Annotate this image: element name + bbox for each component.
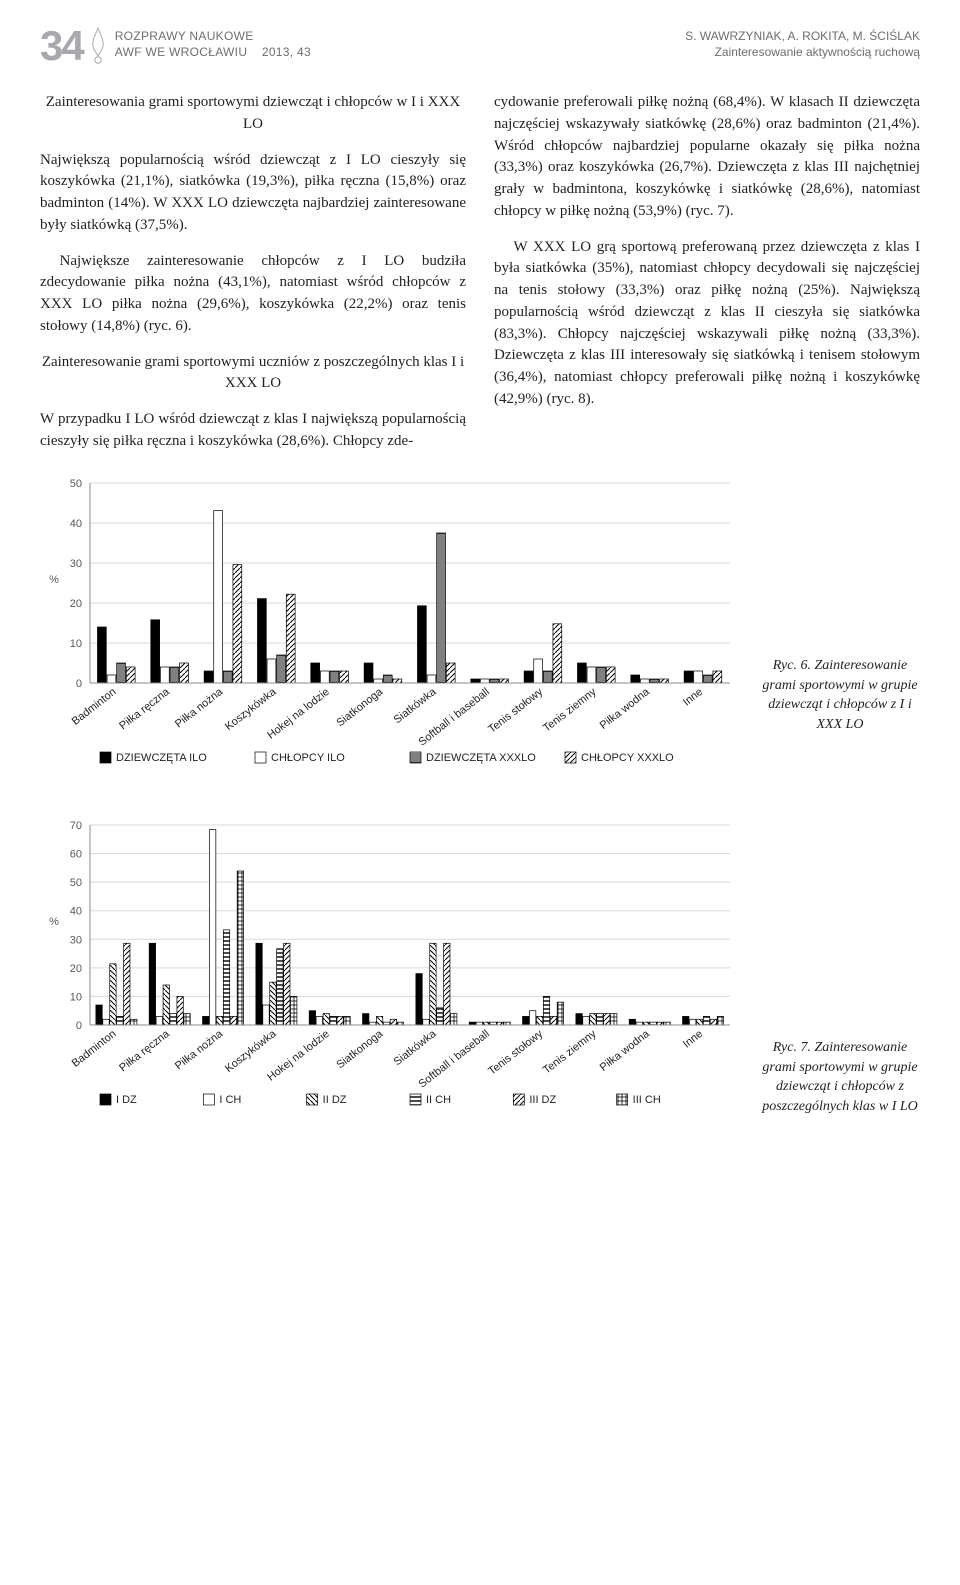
svg-text:20: 20 (70, 598, 82, 610)
column-left: Zainteresowania grami sportowymi dziewcz… (40, 92, 466, 453)
page-root: 34 ROZPRAWY NAUKOWE AWF WE WROCŁAWIU 201… (0, 0, 960, 1167)
svg-text:Piłka nożna: Piłka nożna (173, 1027, 226, 1072)
figure-7-chart: 010203040506070%BadmintonPiłka ręcznaPił… (40, 815, 740, 1137)
svg-text:Inne: Inne (681, 1027, 705, 1050)
svg-text:Siatkówka: Siatkówka (392, 1027, 440, 1068)
svg-text:Siatkonoga: Siatkonoga (334, 1027, 385, 1071)
journal-issue: AWF WE WROCŁAWIU 2013, 43 (115, 44, 311, 60)
svg-text:40: 40 (70, 518, 82, 530)
figure-7-row: 010203040506070%BadmintonPiłka ręcznaPił… (40, 815, 920, 1137)
svg-text:60: 60 (70, 848, 82, 860)
paragraph-5: W XXX LO grą sportową preferowaną przez … (494, 237, 920, 411)
paragraph-2: Największe zainteresowanie chłopców z I … (40, 251, 466, 338)
text-columns: Zainteresowania grami sportowymi dziewcz… (40, 92, 920, 453)
journal-title: ROZPRAWY NAUKOWE (115, 28, 311, 44)
svg-text:Badminton: Badminton (70, 685, 119, 727)
svg-text:Piłka ręczna: Piłka ręczna (117, 1027, 172, 1074)
running-header: 34 ROZPRAWY NAUKOWE AWF WE WROCŁAWIU 201… (40, 22, 920, 70)
svg-text:III DZ: III DZ (529, 1094, 556, 1106)
svg-text:40: 40 (70, 905, 82, 917)
svg-text:DZIEWCZĘTA ILO: DZIEWCZĘTA ILO (116, 752, 207, 764)
svg-text:Piłka nożna: Piłka nożna (173, 685, 226, 730)
svg-text:10: 10 (70, 638, 82, 650)
svg-text:50: 50 (70, 478, 82, 490)
svg-text:Piłka wodna: Piłka wodna (598, 685, 653, 732)
svg-text:DZIEWCZĘTA XXXLO: DZIEWCZĘTA XXXLO (426, 752, 536, 764)
svg-text:30: 30 (70, 934, 82, 946)
page-number: 34 (40, 22, 83, 70)
svg-text:70: 70 (70, 820, 82, 832)
svg-text:%: % (49, 916, 59, 928)
column-right: cydowanie preferowali piłkę nożną (68,4%… (494, 92, 920, 453)
svg-text:50: 50 (70, 877, 82, 889)
figure-6-chart: 0 10 20 30 40 50% BadmintonPiłka ręcznaPiłka n… (40, 473, 740, 795)
journal-year: 2013, 43 (262, 45, 311, 59)
svg-text:Badminton: Badminton (70, 1027, 119, 1069)
svg-text:Piłka ręczna: Piłka ręczna (117, 685, 172, 732)
svg-text:Tenis stołowy: Tenis stołowy (486, 1027, 545, 1077)
page-number-block: 34 (40, 22, 107, 70)
svg-text:Piłka wodna: Piłka wodna (598, 1027, 653, 1074)
subheading-1: Zainteresowania grami sportowymi dziewcz… (40, 92, 466, 136)
svg-text:CHŁOPCY ILO: CHŁOPCY ILO (271, 752, 345, 764)
authors: S. WAWRZYNIAK, A. ROKITA, M. ŚCIŚLAK (685, 28, 920, 44)
svg-text:0: 0 (76, 678, 82, 690)
svg-text:I CH: I CH (219, 1094, 241, 1106)
short-title: Zainteresowanie aktywnością ruchową (685, 44, 920, 60)
svg-text:III CH: III CH (633, 1094, 661, 1106)
svg-text:Tenis ziemny: Tenis ziemny (541, 685, 599, 734)
subheading-2: Zainteresowanie grami sportowymi uczniów… (40, 352, 466, 396)
svg-text:10: 10 (70, 991, 82, 1003)
svg-text:II CH: II CH (426, 1094, 451, 1106)
svg-text:Tenis stołowy: Tenis stołowy (486, 685, 545, 735)
svg-text:%: % (49, 574, 59, 586)
svg-text:Koszykówka: Koszykówka (223, 1027, 279, 1075)
figure-6-row: 0 10 20 30 40 50% BadmintonPiłka ręcznaPiłka n… (40, 473, 920, 795)
svg-text:II DZ: II DZ (323, 1094, 347, 1106)
svg-text:Tenis ziemny: Tenis ziemny (541, 1027, 599, 1076)
flame-icon (89, 26, 107, 66)
journal-publisher: AWF WE WROCŁAWIU (115, 45, 248, 59)
paragraph-4: cydowanie preferowali piłkę nożną (68,4%… (494, 92, 920, 223)
svg-text:20: 20 (70, 962, 82, 974)
svg-text:Inne: Inne (681, 685, 705, 708)
svg-text:Siatkówka: Siatkówka (392, 685, 440, 726)
svg-text:30: 30 (70, 558, 82, 570)
svg-text:0: 0 (76, 1020, 82, 1032)
paragraph-3: W przypadku I LO wśród dziewcząt z klas … (40, 409, 466, 453)
svg-text:Siatkonoga: Siatkonoga (334, 685, 385, 729)
paragraph-1: Największą popularnością wśród dziewcząt… (40, 150, 466, 237)
figure-7-caption: Ryc. 7. Zainteresowanie grami sportowymi… (760, 1038, 920, 1116)
svg-text:Koszykówka: Koszykówka (223, 685, 279, 733)
figure-6-caption: Ryc. 6. Zainteresowanie grami sportowymi… (760, 656, 920, 734)
header-left: ROZPRAWY NAUKOWE AWF WE WROCŁAWIU 2013, … (115, 28, 311, 60)
header-right: S. WAWRZYNIAK, A. ROKITA, M. ŚCIŚLAK Zai… (685, 28, 920, 60)
svg-text:CHŁOPCY XXXLO: CHŁOPCY XXXLO (581, 752, 674, 764)
svg-text:I DZ: I DZ (116, 1094, 137, 1106)
